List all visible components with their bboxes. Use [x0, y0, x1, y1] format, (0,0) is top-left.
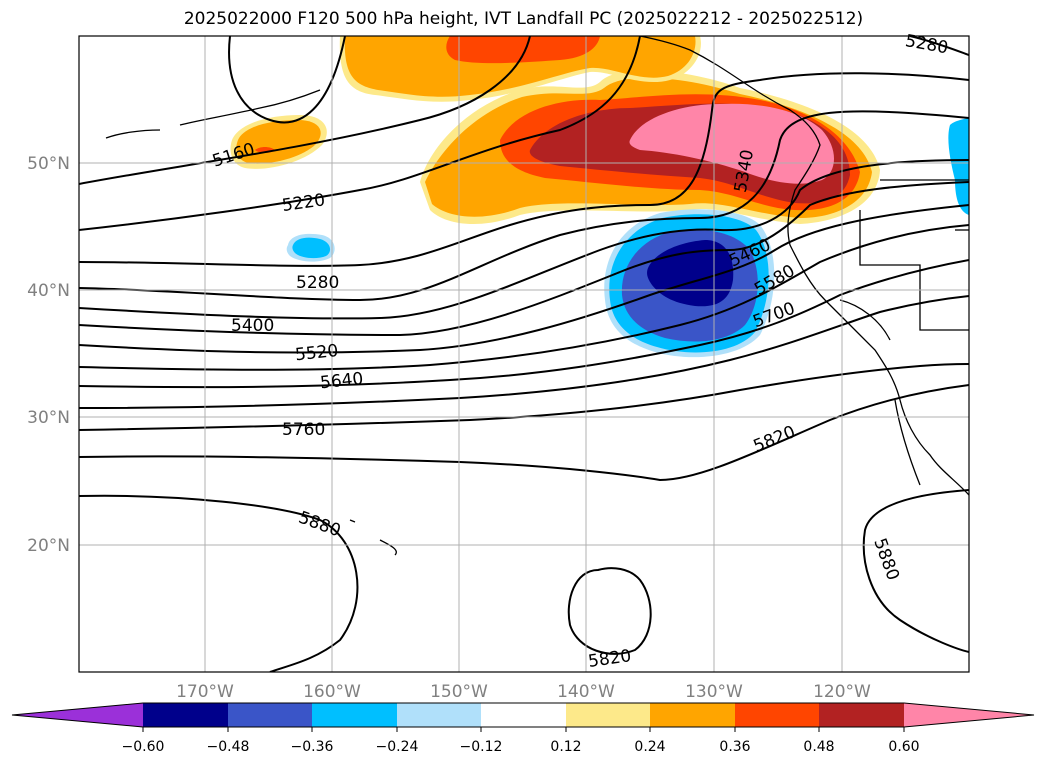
contour-label: 5280: [296, 273, 339, 293]
lon-label: 160°W: [303, 682, 361, 702]
contour-label: 5520: [294, 341, 339, 365]
contour-labels: 5160 5220 5280 5280 5340 5400 5460 5520 …: [210, 31, 950, 672]
contour-label: 5760: [282, 420, 325, 440]
colorbar-swatch: [481, 703, 566, 727]
colorbar-label: −0.48: [207, 739, 250, 755]
colorbar-label: 0.24: [634, 739, 665, 755]
height-contours: [79, 36, 969, 672]
ivt-positive-shading: [230, 36, 880, 225]
plot-border: [78, 35, 970, 673]
colorbar-swatch: [819, 703, 904, 727]
lat-label: 40°N: [27, 281, 70, 301]
lon-label: 150°W: [430, 682, 488, 702]
colorbar-swatch: [735, 703, 819, 727]
colorbar-label: −0.24: [376, 739, 419, 755]
colorbar-label: 0.12: [550, 739, 581, 755]
lat-label: 30°N: [27, 408, 70, 428]
gridlines: [79, 36, 969, 672]
colorbar-swatch: [143, 703, 228, 727]
colorbar-extend-high: [904, 703, 1034, 727]
colorbar-extend-low: [12, 703, 143, 727]
colorbar-label: 0.36: [719, 739, 750, 755]
colorbar-label: −0.60: [122, 739, 165, 755]
colorbar-swatch: [650, 703, 735, 727]
colorbar-swatch: [228, 703, 312, 727]
latitude-labels: 50°N 40°N 30°N 20°N: [27, 154, 70, 556]
map-title: 2025022000 F120 500 hPa height, IVT Land…: [183, 9, 864, 29]
longitude-labels: 170°W 160°W 150°W 140°W 130°W 120°W: [176, 682, 871, 702]
lon-label: 130°W: [685, 682, 743, 702]
lon-label: 140°W: [557, 682, 615, 702]
colorbar-label: −0.36: [291, 739, 334, 755]
contour-label: 5400: [231, 316, 274, 336]
lon-label: 170°W: [176, 682, 234, 702]
colorbar-swatch: [566, 703, 650, 727]
colorbar-swatch: [312, 703, 397, 727]
colorbar-label: 0.48: [803, 739, 834, 755]
lon-label: 120°W: [813, 682, 871, 702]
colorbar: −0.60 −0.48 −0.36 −0.24 −0.12 0.12 0.24 …: [11, 702, 1035, 755]
coastlines: [105, 36, 969, 556]
lat-label: 50°N: [27, 154, 70, 174]
colorbar-label: 0.60: [888, 739, 919, 755]
colorbar-swatch: [397, 703, 481, 727]
contour-label: 5640: [319, 369, 364, 393]
lat-label: 20°N: [27, 536, 70, 556]
colorbar-label: −0.12: [460, 739, 503, 755]
